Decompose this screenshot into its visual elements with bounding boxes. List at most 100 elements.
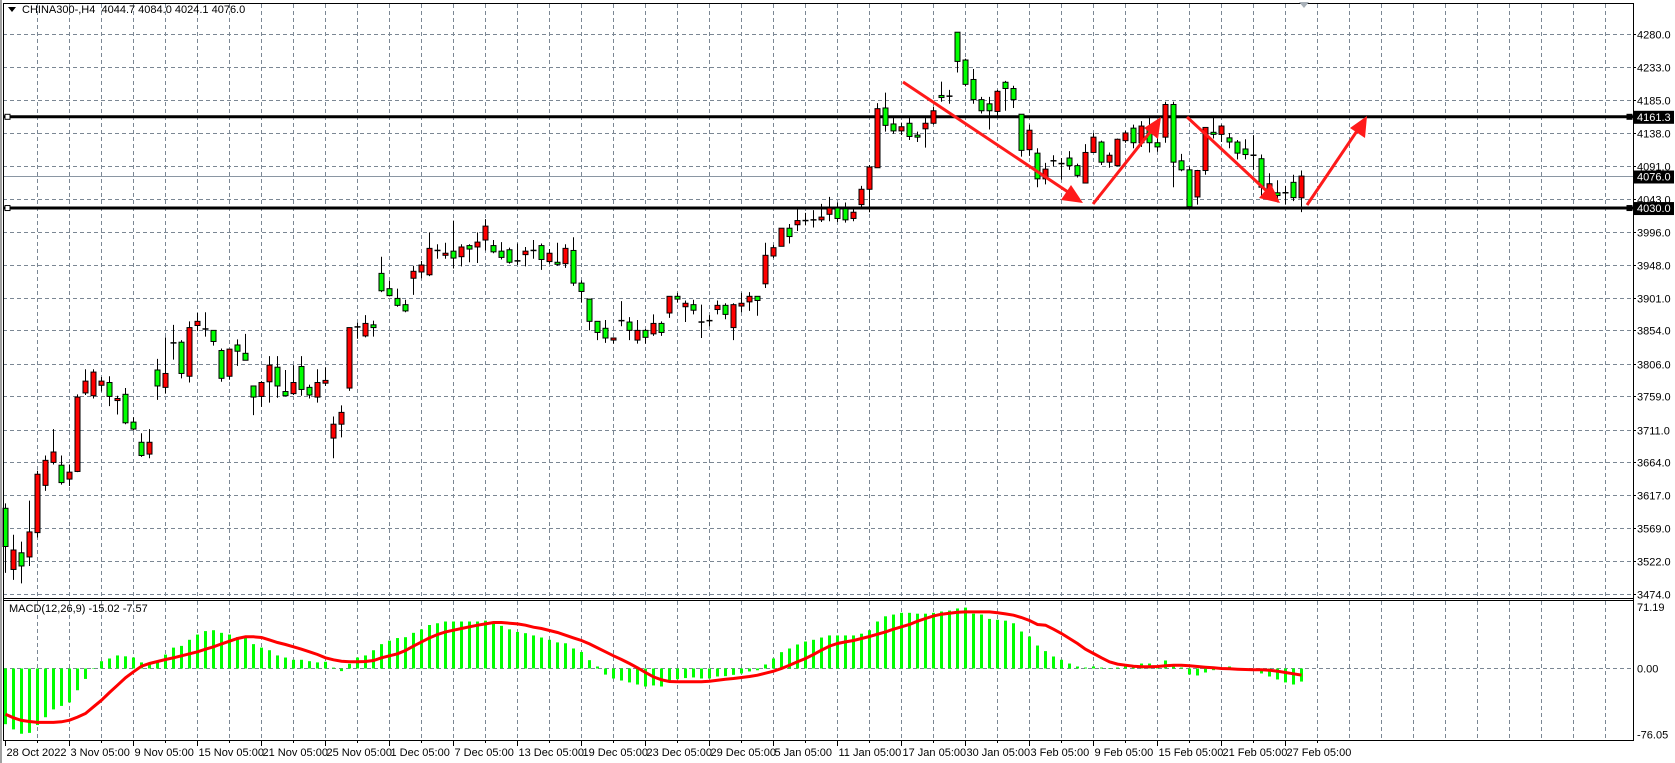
candle xyxy=(1242,139,1249,160)
candle-body xyxy=(218,350,225,379)
macd-histogram-bar xyxy=(948,610,951,669)
time-tick-label: 30 Jan 05:00 xyxy=(967,747,1031,759)
candle-body xyxy=(562,247,569,265)
macd-histogram-bar xyxy=(764,664,767,669)
candle xyxy=(970,69,977,104)
candle xyxy=(1170,101,1177,188)
chart-shift-marker-icon[interactable] xyxy=(1299,2,1309,8)
macd-histogram-bar xyxy=(868,630,871,669)
macd-histogram-bar xyxy=(148,663,151,669)
macd-histogram-bar xyxy=(164,654,167,669)
macd-histogram-bar xyxy=(852,635,855,669)
candle xyxy=(250,385,257,416)
macd-histogram-bar xyxy=(684,668,687,679)
level-price-badge xyxy=(1634,202,1674,216)
candle xyxy=(306,384,313,399)
candle xyxy=(130,417,137,431)
macd-histogram-bar xyxy=(940,611,943,669)
candle xyxy=(354,322,361,339)
candle-body xyxy=(882,107,889,126)
macd-histogram-bar xyxy=(780,652,783,669)
arrow-up-1[interactable] xyxy=(1091,125,1157,205)
candle xyxy=(1002,80,1009,111)
arrow-down-2[interactable] xyxy=(1185,115,1274,198)
candle-body xyxy=(322,379,329,384)
candle xyxy=(378,256,385,293)
price-tick-label: 3617.0 xyxy=(1637,491,1671,503)
candle-body xyxy=(570,249,577,284)
candle xyxy=(370,320,377,337)
macd-histogram-bar xyxy=(428,625,431,669)
time-tick-label: 27 Feb 05:00 xyxy=(1287,747,1352,759)
macd-histogram-bar xyxy=(1188,668,1191,675)
candle xyxy=(666,295,673,318)
macd-histogram-bar xyxy=(884,616,887,669)
macd-histogram-bar xyxy=(468,621,471,669)
macd-histogram-bar xyxy=(116,655,119,669)
candle xyxy=(1066,151,1073,170)
candle-body xyxy=(290,381,297,395)
candle xyxy=(1282,185,1289,205)
level-handle-icon xyxy=(4,205,11,212)
macd-histogram-bar xyxy=(1100,667,1103,669)
candle xyxy=(1106,152,1113,168)
candle-body xyxy=(1090,136,1097,153)
candle-body xyxy=(786,227,793,238)
macd-histogram-bar xyxy=(1268,668,1271,677)
time-tick-label: 28 Oct 2022 xyxy=(7,747,67,759)
candle-body xyxy=(1074,165,1081,176)
axis-labels: 4280.04233.04185.04138.04091.04043.03996… xyxy=(5,30,1674,759)
candle xyxy=(274,356,281,398)
price-tick-label: 3948.0 xyxy=(1637,261,1671,273)
candle xyxy=(986,96,993,130)
macd-histogram-bar xyxy=(908,612,911,669)
macd-histogram-bar xyxy=(572,648,575,669)
macd-histogram-bar xyxy=(436,623,439,669)
ohlc-values: 4044.7 4084.0 4024.1 4076.0 xyxy=(101,4,246,16)
candle xyxy=(762,242,769,288)
macd-histogram-bar xyxy=(996,619,999,669)
candle xyxy=(1162,101,1169,143)
candle-body xyxy=(858,188,865,206)
arrow-up-2[interactable] xyxy=(1305,124,1363,206)
candle xyxy=(458,244,465,267)
macd-histogram-bar xyxy=(1060,659,1063,669)
candle-body xyxy=(1010,88,1017,101)
macd-histogram-bar xyxy=(772,658,775,669)
candle-body xyxy=(1186,169,1193,208)
candle xyxy=(738,292,745,313)
candle-body xyxy=(1290,181,1297,199)
candle-body xyxy=(1130,127,1137,144)
candle xyxy=(618,301,625,327)
arrow-down-1[interactable] xyxy=(902,80,1075,198)
candle-body xyxy=(50,451,57,463)
macd-histogram-bar xyxy=(348,663,351,669)
candle-body xyxy=(194,320,201,327)
macd-histogram-bar xyxy=(1044,651,1047,669)
price-tick-label: 3996.0 xyxy=(1637,228,1671,240)
dropdown-triangle-icon[interactable] xyxy=(8,7,16,12)
candle xyxy=(178,340,185,379)
arrowhead-icon xyxy=(1350,116,1367,138)
macd-histogram-bar xyxy=(508,629,511,669)
candle xyxy=(874,103,881,169)
candle-body xyxy=(1194,170,1201,198)
candle-body xyxy=(914,134,921,138)
candle xyxy=(626,317,633,341)
candle-body xyxy=(338,411,345,425)
price-tick-label: 3806.0 xyxy=(1637,360,1671,372)
macd-histogram-bar xyxy=(988,618,991,669)
candle xyxy=(42,455,49,491)
macd-histogram-bar xyxy=(580,651,583,669)
candle xyxy=(826,196,833,222)
candle xyxy=(562,244,569,268)
candle xyxy=(642,328,649,344)
candle-body xyxy=(586,298,593,322)
macd-histogram-bar xyxy=(1004,620,1007,669)
macd-histogram-bar xyxy=(44,668,47,718)
macd-histogram-bar xyxy=(844,635,847,669)
candle xyxy=(58,455,65,485)
macd-histogram-bar xyxy=(836,635,839,669)
candle xyxy=(434,244,441,259)
